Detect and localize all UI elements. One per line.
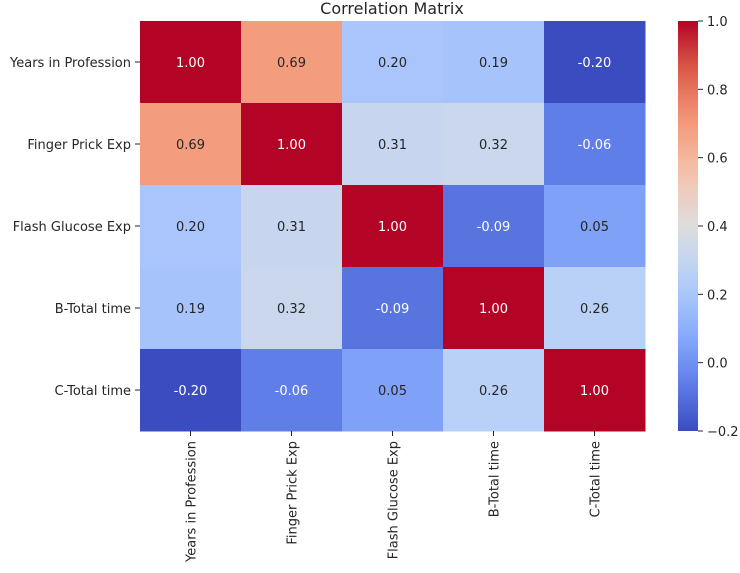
colorbar-tick-label-0: 1.0 [707, 15, 728, 30]
col-tick-label-3: B-Total time [488, 441, 503, 517]
cell-value-r4-c3: 0.26 [479, 384, 508, 399]
row-tick-label-3: B-Total time [55, 302, 131, 317]
colorbar-tick-label-4: 0.2 [707, 288, 728, 303]
cell-value-r2-c1: 0.31 [277, 220, 306, 235]
heatmap-cell-r0-c1 [241, 21, 343, 104]
heatmap-cell-r1-c4 [544, 103, 646, 186]
cell-value-r2-c0: 0.20 [176, 220, 205, 235]
heatmap-cell-r4-c3 [443, 349, 545, 432]
cell-value-r3-c2: -0.09 [376, 302, 410, 317]
heatmap-cell-r1-c2 [342, 103, 444, 186]
cell-value-r0-c4: -0.20 [578, 56, 612, 71]
cell-value-r2-c2: 1.00 [378, 220, 407, 235]
heatmap-cell-r2-c3 [443, 185, 545, 268]
heatmap-cell-r2-c4 [544, 185, 646, 268]
heatmap-cell-r1-c1 [241, 103, 343, 186]
heatmap-cell-r3-c2 [342, 267, 444, 350]
colorbar-tick-label-6: −0.2 [707, 425, 739, 440]
col-tick-label-0: Years in Profession [185, 441, 200, 563]
cell-value-r1-c3: 0.32 [479, 138, 508, 153]
cell-value-r4-c0: -0.20 [174, 384, 208, 399]
colorbar-gradient [678, 21, 698, 431]
heatmap-cell-r4-c4 [544, 349, 646, 432]
cell-value-r3-c0: 0.19 [176, 302, 205, 317]
heatmap-cell-r2-c2 [342, 185, 444, 268]
colorbar-tick-label-2: 0.6 [707, 152, 728, 167]
heatmap-cell-r3-c3 [443, 267, 545, 350]
cell-value-r1-c0: 0.69 [176, 138, 205, 153]
heatmap-cell-r3-c1 [241, 267, 343, 350]
heatmap-cell-r2-c1 [241, 185, 343, 268]
cell-value-r1-c1: 1.00 [277, 138, 306, 153]
heatmap-cell-r1-c0 [140, 103, 242, 186]
row-tick-labels: Years in Profession Finger Prick Exp Flash… [9, 56, 140, 399]
heatmap-cell-r0-c3 [443, 21, 545, 104]
heatmap-cell-r1-c3 [443, 103, 545, 186]
heatmap-cell-r4-c1 [241, 349, 343, 432]
col-tick-label-2: Flash Glucose Exp [387, 441, 402, 559]
heatmap-cells: 1.00 0.69 0.20 0.19 -0.20 0.69 1.00 0.31 0.32 -0.… [140, 21, 646, 432]
colorbar-tick-label-3: 0.4 [707, 220, 728, 235]
row-tick-label-0: Years in Profession [9, 56, 131, 71]
cell-value-r1-c4: -0.06 [578, 138, 612, 153]
heatmap-cell-r3-c4 [544, 267, 646, 350]
heatmap-cell-r3-c0 [140, 267, 242, 350]
column-tick-labels: Years in Profession Finger Prick Exp Flash… [185, 431, 604, 563]
cell-value-r0-c3: 0.19 [479, 56, 508, 71]
cell-value-r3-c1: 0.32 [277, 302, 306, 317]
colorbar: 1.0 0.8 0.6 0.4 0.2 0.0 −0.2 [678, 15, 739, 440]
colorbar-tick-label-5: 0.0 [707, 357, 728, 372]
cell-value-r4-c4: 1.00 [580, 384, 609, 399]
colorbar-tick-label-1: 0.8 [707, 83, 728, 98]
heatmap-cell-r0-c0 [140, 21, 242, 104]
cell-value-r3-c4: 0.26 [580, 302, 609, 317]
heatmap-cell-r4-c0 [140, 349, 242, 432]
cell-value-r0-c1: 0.69 [277, 56, 306, 71]
row-tick-label-1: Finger Prick Exp [27, 138, 131, 153]
cell-value-r0-c0: 1.00 [176, 56, 205, 71]
cell-value-r3-c3: 1.00 [479, 302, 508, 317]
heatmap-cell-r0-c2 [342, 21, 444, 104]
heatmap-cell-r2-c0 [140, 185, 242, 268]
row-tick-label-4: C-Total time [55, 384, 131, 399]
heatmap-cell-r4-c2 [342, 349, 444, 432]
col-tick-label-1: Finger Prick Exp [286, 441, 301, 545]
chart-title: Correlation Matrix [320, 0, 464, 18]
cell-value-r1-c2: 0.31 [378, 138, 407, 153]
cell-value-r4-c2: 0.05 [378, 384, 407, 399]
heatmap-cell-r0-c4 [544, 21, 646, 104]
row-tick-label-2: Flash Glucose Exp [13, 220, 131, 235]
cell-value-r4-c1: -0.06 [275, 384, 309, 399]
cell-value-r0-c2: 0.20 [378, 56, 407, 71]
cell-value-r2-c3: -0.09 [477, 220, 511, 235]
cell-value-r2-c4: 0.05 [580, 220, 609, 235]
col-tick-label-4: C-Total time [589, 441, 604, 517]
